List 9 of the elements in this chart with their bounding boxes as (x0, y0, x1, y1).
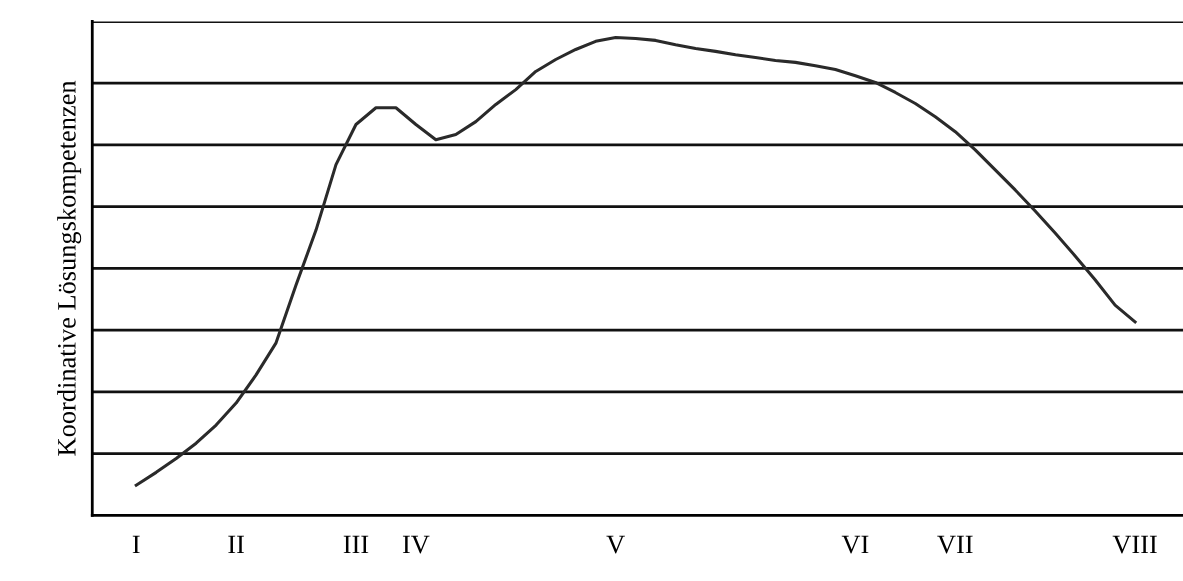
x-tick-label: VI (841, 535, 869, 554)
x-tick-label: IV (402, 535, 430, 554)
x-tick-label: II (228, 535, 244, 554)
y-axis-title: Koordinative Lösungskompetenzen (57, 80, 82, 456)
x-tick-label: I (132, 535, 140, 554)
x-tick-label: V (606, 535, 625, 554)
x-tick-label: III (343, 535, 369, 554)
x-tick-label: VIII (1112, 535, 1157, 554)
x-tick-label: VII (937, 535, 973, 554)
